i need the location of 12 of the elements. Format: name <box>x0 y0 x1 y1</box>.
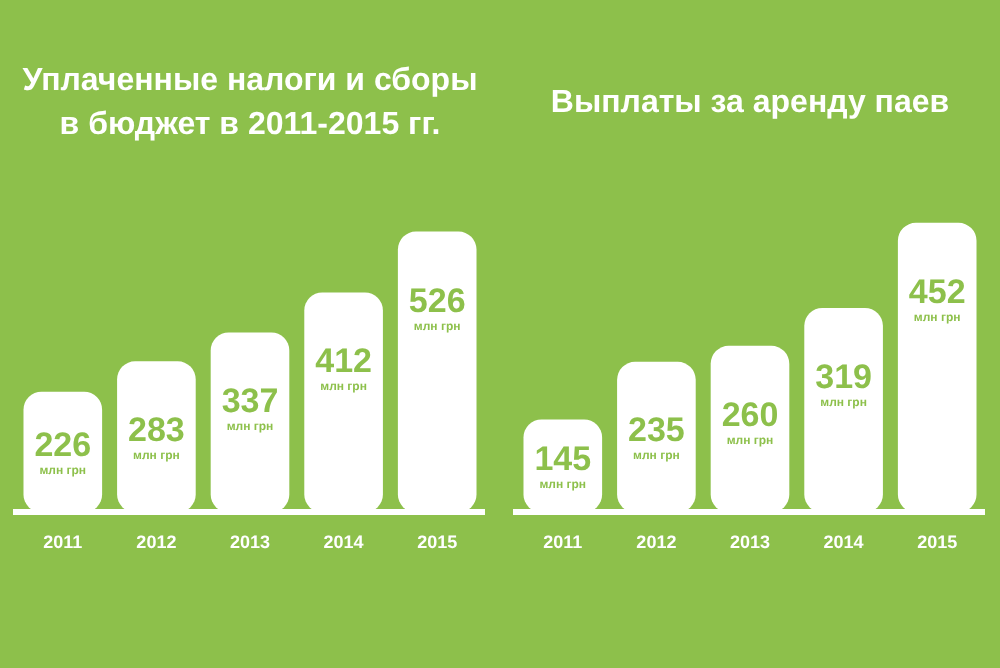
chart-title: Уплаченные налоги и сборы в бюджет в 2011-2015 гг. <box>20 62 480 146</box>
x-tick-label: 2013 <box>229 532 271 553</box>
x-tick-label: 2012 <box>136 532 177 553</box>
chart-title: Выплаты за аренду паев <box>548 84 952 124</box>
x-tick-label: 2013 <box>729 532 771 553</box>
x-tick-label: 2015 <box>917 532 958 553</box>
x-tick-label: 2014 <box>323 532 364 553</box>
x-tick-label: 2011 <box>43 532 83 553</box>
x-tick-label: 2011 <box>543 532 583 553</box>
x-tick-label: 2014 <box>823 532 864 553</box>
x-tick-label: 2012 <box>636 532 677 553</box>
x-tick-label: 2015 <box>417 532 458 553</box>
